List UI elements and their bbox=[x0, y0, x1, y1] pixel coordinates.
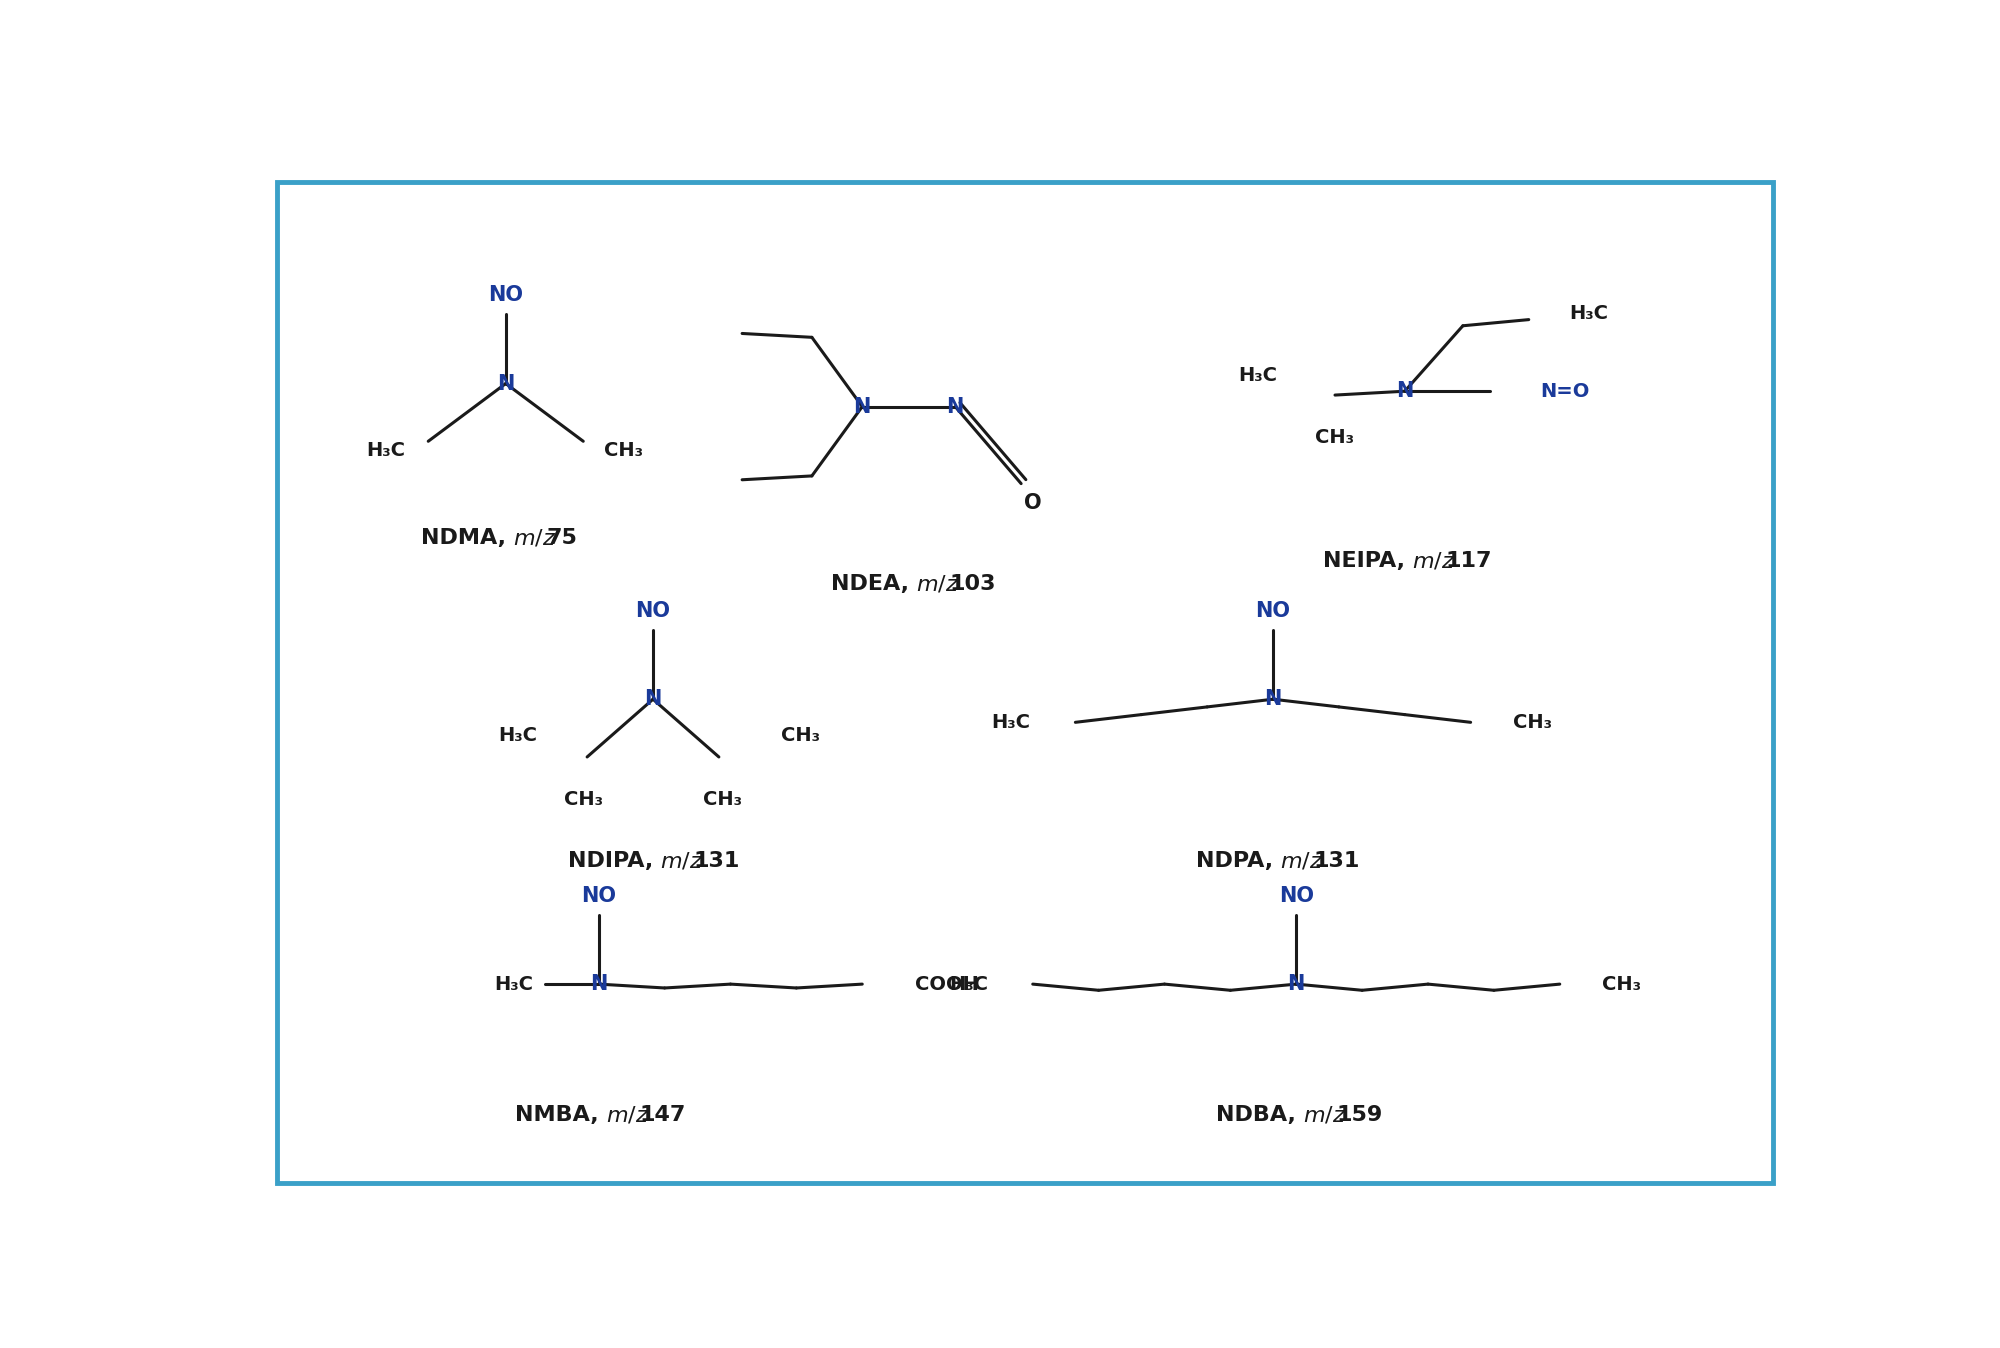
Text: H₃C: H₃C bbox=[366, 441, 406, 460]
Text: 147: 147 bbox=[640, 1105, 686, 1126]
Text: H₃C: H₃C bbox=[1238, 367, 1276, 386]
Text: 131: 131 bbox=[1314, 851, 1360, 871]
Text: N: N bbox=[590, 975, 608, 993]
Text: $\mathit{m/z}$: $\mathit{m/z}$ bbox=[506, 527, 556, 549]
Text: H₃C: H₃C bbox=[948, 975, 988, 993]
Text: NO: NO bbox=[488, 284, 524, 305]
Text: $\mathit{m/z}$: $\mathit{m/z}$ bbox=[652, 851, 704, 871]
Text: CH₃: CH₃ bbox=[604, 441, 644, 460]
Text: O: O bbox=[1024, 493, 1042, 512]
Text: COOH: COOH bbox=[914, 975, 978, 993]
Text: $\mathit{m/z}$: $\mathit{m/z}$ bbox=[1274, 851, 1324, 871]
Text: NDPA,: NDPA, bbox=[1196, 851, 1274, 871]
Text: NEIPA,: NEIPA, bbox=[1322, 550, 1404, 570]
Text: NO: NO bbox=[1256, 601, 1290, 620]
Text: H₃C: H₃C bbox=[498, 727, 536, 745]
Text: 103: 103 bbox=[950, 574, 996, 593]
Text: CH₃: CH₃ bbox=[1602, 975, 1642, 993]
Text: 117: 117 bbox=[1446, 550, 1492, 570]
Text: CH₃: CH₃ bbox=[704, 790, 742, 809]
Text: H₃C: H₃C bbox=[494, 975, 532, 993]
Text: NO: NO bbox=[582, 886, 616, 906]
Text: N: N bbox=[1264, 689, 1282, 709]
Text: CH₃: CH₃ bbox=[1514, 713, 1552, 732]
Text: NDIPA,: NDIPA, bbox=[568, 851, 652, 871]
Text: N: N bbox=[644, 689, 662, 709]
Text: 75: 75 bbox=[546, 527, 576, 547]
Text: CH₃: CH₃ bbox=[1316, 427, 1354, 448]
Text: H₃C: H₃C bbox=[992, 713, 1030, 732]
Text: N: N bbox=[946, 396, 964, 417]
Text: $\mathit{m/z}$: $\mathit{m/z}$ bbox=[1404, 550, 1456, 572]
Text: NMBA,: NMBA, bbox=[516, 1105, 598, 1126]
Text: NO: NO bbox=[1278, 886, 1314, 906]
Text: CH₃: CH₃ bbox=[564, 790, 602, 809]
Text: N: N bbox=[1396, 381, 1414, 402]
Text: NO: NO bbox=[636, 601, 670, 620]
Text: N: N bbox=[1288, 975, 1304, 993]
Text: NDMA,: NDMA, bbox=[420, 527, 506, 547]
Text: NDBA,: NDBA, bbox=[1216, 1105, 1296, 1126]
Text: CH₃: CH₃ bbox=[780, 727, 820, 745]
Text: $\mathit{m/z}$: $\mathit{m/z}$ bbox=[598, 1104, 650, 1126]
Text: $\mathit{m/z}$: $\mathit{m/z}$ bbox=[1296, 1104, 1346, 1126]
Text: H₃C: H₃C bbox=[1570, 303, 1608, 324]
Text: N: N bbox=[854, 396, 870, 417]
Text: N: N bbox=[498, 373, 514, 394]
Text: N=O: N=O bbox=[1540, 381, 1590, 400]
Text: $\mathit{m/z}$: $\mathit{m/z}$ bbox=[908, 573, 960, 594]
Text: NDEA,: NDEA, bbox=[830, 574, 908, 593]
Text: 131: 131 bbox=[694, 851, 740, 871]
Text: 159: 159 bbox=[1336, 1105, 1382, 1126]
